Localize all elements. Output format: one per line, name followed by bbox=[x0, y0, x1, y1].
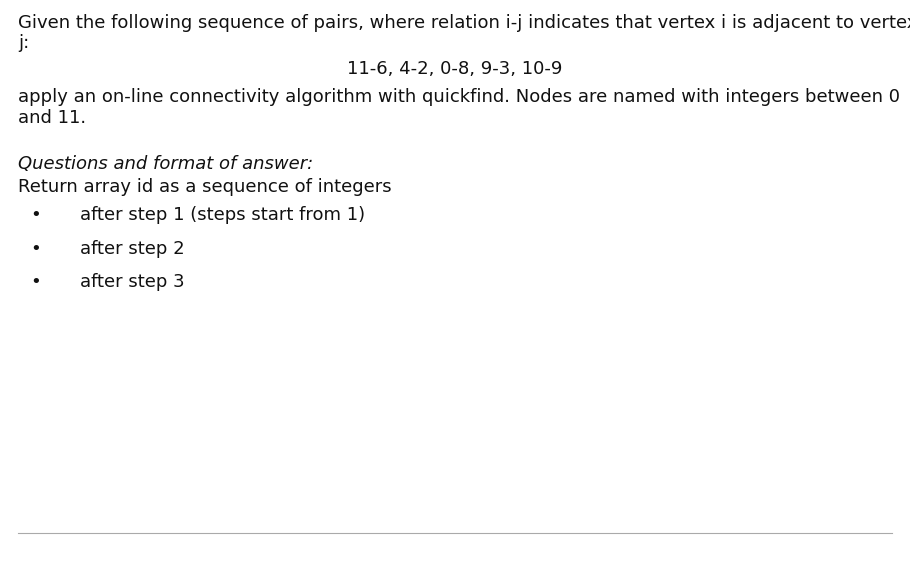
Text: •: • bbox=[31, 240, 41, 258]
Text: after step 2: after step 2 bbox=[80, 240, 185, 258]
Text: 11-6, 4-2, 0-8, 9-3, 10-9: 11-6, 4-2, 0-8, 9-3, 10-9 bbox=[348, 60, 562, 78]
Text: •: • bbox=[31, 206, 41, 224]
Text: apply an on-line connectivity algorithm with quickfind. Nodes are named with int: apply an on-line connectivity algorithm … bbox=[18, 88, 900, 106]
Text: Return array id as a sequence of integers: Return array id as a sequence of integer… bbox=[18, 178, 391, 196]
Text: •: • bbox=[31, 273, 41, 291]
Text: j:: j: bbox=[18, 34, 29, 52]
Text: Given the following sequence of pairs, where relation i-j indicates that vertex : Given the following sequence of pairs, w… bbox=[18, 14, 910, 32]
Text: after step 1 (steps start from 1): after step 1 (steps start from 1) bbox=[80, 206, 365, 224]
Text: Questions and format of answer:: Questions and format of answer: bbox=[18, 155, 313, 173]
Text: and 11.: and 11. bbox=[18, 109, 86, 127]
Text: after step 3: after step 3 bbox=[80, 273, 185, 291]
